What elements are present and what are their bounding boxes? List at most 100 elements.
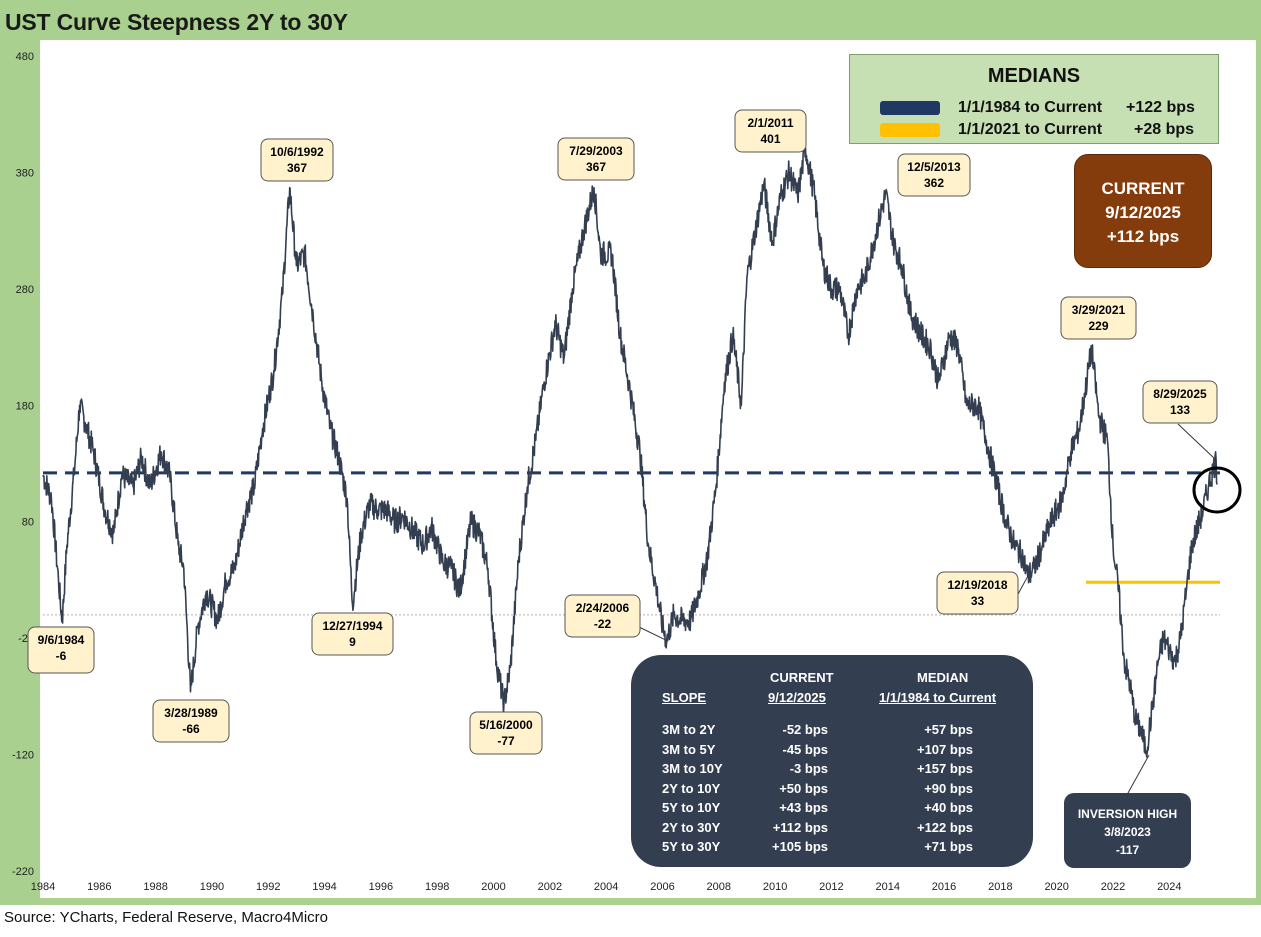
slope-cell-median: +57 bps [924,722,973,737]
callout-12-5-2013: 12/5/2013 362 [897,153,971,197]
inversion-leader [1127,754,1150,794]
header-median-range: 1/1/1984 to Current [879,690,997,705]
x-tick-label: 2016 [932,881,956,893]
x-tick-label: 2018 [988,881,1012,893]
callout-date: 9/6/1984 [38,633,85,647]
slope-cell-median: +71 bps [924,839,973,854]
callout-value: 401 [760,132,780,146]
x-tick-label: 2010 [763,881,787,893]
callout-box [152,699,230,743]
callout-value: 33 [971,594,985,608]
slope-cell-slope: 3M to 2Y [662,722,716,737]
current-value: +112 bps [1106,227,1180,246]
slope-cell-median: +107 bps [916,741,973,757]
legend-swatch-1984 [880,101,940,115]
callout-date: 7/29/2003 [569,144,623,158]
callout-date: 12/5/2013 [907,160,961,174]
callout-date: 5/16/2000 [479,718,533,732]
callout-box [897,153,971,197]
callout-value: -6 [56,649,67,663]
current-title: CURRENT [1101,179,1185,198]
callout-8-29-2025: 8/29/2025 133 [1142,380,1218,424]
y-tick-label: 280 [16,284,34,296]
callout-3-28-1989: 3/28/1989 -66 [152,699,230,743]
y-tick-label: 180 [16,400,34,412]
callout-box [564,594,641,638]
callout-2-1-2011: 2/1/2011 401 [734,109,807,153]
header-slope: SLOPE [662,690,707,705]
callout-12-19-2018: 12/19/2018 33 [936,571,1019,615]
callout-box [936,571,1019,615]
callout-value: 229 [1088,319,1108,333]
x-tick-label: 2014 [875,881,899,893]
callout-box [27,626,95,674]
callout-2-24-2006: 2/24/2006 -22 [564,594,641,638]
callout-value: 133 [1170,403,1190,417]
callout-5-16-2000: 5/16/2000 -77 [469,711,543,755]
y-tick-label: 80 [22,517,34,529]
current-date: 9/12/2025 [1105,203,1181,222]
inversion-date: 3/8/2023 [1104,825,1151,839]
x-tick-label: 1986 [87,881,111,893]
x-tick-label: 2012 [819,881,843,893]
slope-cell-current: -45 bps [782,741,828,757]
callout-box [557,137,635,181]
slope-cell-current: +112 bps [772,819,828,835]
x-tick-label: 2000 [481,881,505,893]
callout-date: 3/28/1989 [164,706,218,720]
callout-value: 367 [287,161,307,175]
slope-cell-slope: 3M to 10Y [662,761,723,776]
slope-cell-slope: 3M to 5Y [662,741,716,757]
legend-swatch-2021 [880,123,940,137]
x-tick-label: 2002 [538,881,562,893]
x-tick-label: 1988 [143,881,167,893]
slope-cell-median: +157 bps [916,761,973,776]
callout-value: -77 [497,734,515,748]
x-tick-label: 1996 [369,881,393,893]
x-tick-label: 1984 [31,881,55,893]
callout-box [311,612,394,656]
callout-7-29-2003: 7/29/2003 367 [557,137,635,181]
callout-box [1060,296,1137,340]
callout-9-6-1984: 9/6/1984 -6 [27,626,95,674]
callout-box [260,138,334,182]
x-tick-label: 2020 [1044,881,1068,893]
callout-date: 3/29/2021 [1072,303,1126,317]
slope-cell-current: -52 bps [782,722,828,737]
callout-date: 2/1/2011 [747,116,793,130]
slope-cell-slope: 5Y to 30Y [662,839,721,854]
callout-value: -66 [182,722,200,736]
callout-value: 367 [586,160,606,174]
legend-label-1984: 1/1/1984 to Current [958,99,1103,116]
slope-cell-slope: 5Y to 10Y [662,800,721,815]
x-tick-label: 1998 [425,881,449,893]
source-note: Source: YCharts, Federal Reserve, Macro4… [4,909,329,926]
inversion-title: INVERSION HIGH [1077,807,1178,821]
slope-cell-current: +43 bps [779,800,828,815]
slope-cell-slope: 2Y to 30Y [662,819,721,835]
series-line [42,145,1218,758]
callout-leader [1016,576,1029,597]
callout-value: 9 [349,635,356,649]
medians-legend: MEDIANS 1/1/1984 to Current +122 bps 1/1… [849,54,1219,144]
x-tick-label: 1994 [312,881,336,893]
inversion-value: -117 [1115,843,1140,857]
callout-12-27-1994: 12/27/1994 9 [311,612,394,656]
callout-box [734,109,807,153]
callout-box [1142,380,1218,424]
medians-title: MEDIANS [987,65,1081,87]
callout-value: 362 [924,176,944,190]
slope-cell-median: +90 bps [924,780,973,796]
inversion-high-box: INVERSION HIGH 3/8/2023 -117 [1064,793,1191,868]
x-tick-label: 2022 [1101,881,1125,893]
callout-3-29-2021: 3/29/2021 229 [1060,296,1137,340]
callout-box [469,711,543,755]
x-tick-label: 1990 [200,881,224,893]
y-tick-label: 480 [16,51,34,63]
x-tick-label: 1992 [256,881,280,893]
chart-title: UST Curve Steepness 2Y to 30Y [5,9,348,35]
slope-cell-current: -3 bps [789,761,828,776]
slope-cell-current: +50 bps [779,780,828,796]
x-tick-label: 2006 [650,881,674,893]
